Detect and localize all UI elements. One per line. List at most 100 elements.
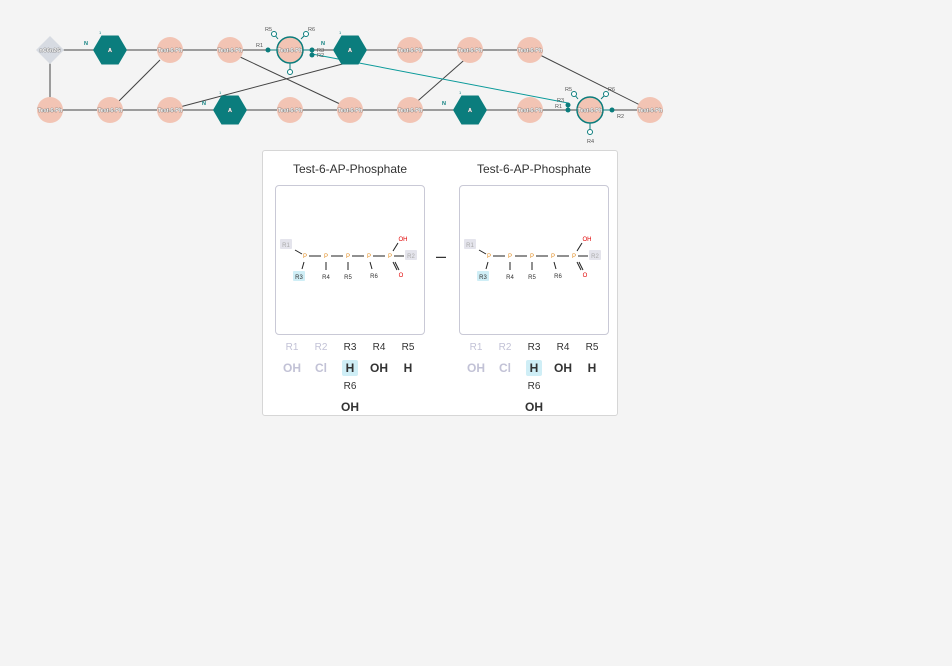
node-label: Test-6-Ph [458, 48, 483, 54]
atom-p: P [324, 254, 328, 260]
r-label: R2 [617, 114, 624, 120]
structure-preview: R1 P P P P P R2 OH O R3 R4 R5 [275, 185, 425, 335]
rgroup-table: R1 OH R2 Cl R3 H R4 OH R5 H R6 OH [459, 341, 609, 416]
node-circle[interactable]: Test-6-Ph [277, 97, 303, 123]
rgroup-cell: R1 OH [467, 342, 485, 375]
node-diamond[interactable]: nC6n2G [36, 36, 64, 64]
hex-index-label: 1 [459, 90, 462, 95]
node-label: Test-6-Ph [158, 108, 183, 114]
node-circle[interactable]: Test-6-Ph [517, 97, 543, 123]
r2-label: R2 [407, 254, 415, 260]
node-circle[interactable]: Test-6-Ph [157, 97, 183, 123]
r4-label: R4 [322, 275, 330, 281]
r-label: R1 [555, 104, 562, 110]
atom-p: P [530, 254, 534, 260]
attachment-point[interactable] [565, 102, 571, 108]
node-circle[interactable]: Test-6-Ph [397, 97, 423, 123]
node-label: Test-6-Ph [278, 48, 303, 54]
monomer-tooltip: Test-6-AP-Phosphate R1 P P P P P R2 OH O [262, 150, 618, 416]
node-label: Test-6-Ph [398, 108, 423, 114]
atom-p: P [551, 254, 555, 260]
rgroup-cell: R3 H [525, 342, 543, 376]
attachment-point[interactable] [603, 91, 609, 97]
link-line [529, 49, 651, 111]
rgroup-cell: R3 H [341, 342, 359, 376]
atom-oh: OH [583, 237, 592, 243]
rgroup-cell: R4 OH [370, 342, 388, 375]
node-label: Test-6-Ph [98, 108, 123, 114]
attachment-point[interactable] [565, 107, 571, 113]
r-label: R2 [317, 53, 324, 59]
node-hexagon[interactable]: A N 1 [321, 30, 367, 65]
node-circle[interactable]: Test-6-Ph [337, 97, 363, 123]
atom-oh: OH [399, 237, 408, 243]
attachment-point[interactable] [609, 107, 615, 113]
r-label: R3 [317, 48, 324, 54]
node-label: Test-6-Ph [158, 48, 183, 54]
rgroup-cell: R5 H [585, 342, 599, 375]
node-label: A [468, 108, 472, 114]
node-circle[interactable]: Test-6-Ph [457, 37, 483, 63]
sequence-canvas[interactable]: nC6n2G A N 1 Test-6-Ph Test-6-Ph R1 R5 R… [0, 0, 952, 150]
atom-p: P [388, 254, 392, 260]
node-circle[interactable]: Test-6-Ph [37, 97, 63, 123]
node-label: Test-6-Ph [338, 108, 363, 114]
r6-label: R6 [554, 274, 562, 280]
link-line [175, 61, 351, 109]
rgroup-cell: R5 H [401, 342, 415, 375]
r6-label: R6 [370, 274, 378, 280]
r-label: R3 [557, 98, 564, 104]
attachment-point[interactable] [287, 69, 293, 75]
r-label: R6 [308, 27, 315, 33]
molecule-structure: R1 P P P P P R2 OH O R3 R4 R5 [464, 237, 601, 281]
r4-label: R4 [506, 275, 514, 281]
attachment-point[interactable] [271, 31, 277, 37]
node-circle[interactable]: Test-6-Ph [157, 37, 183, 63]
attachment-point[interactable] [571, 91, 577, 97]
r1-label: R1 [466, 243, 474, 249]
node-circle[interactable]: Test-6-Ph [397, 37, 423, 63]
node-label: Test-6-Ph [578, 108, 603, 114]
node-hexagon[interactable]: A N 1 [202, 90, 247, 125]
r-label: R4 [587, 139, 594, 145]
atom-o: O [399, 273, 404, 279]
atom-o: O [583, 273, 588, 279]
node-label: A [348, 48, 352, 54]
panel-title: Test-6-AP-Phosphate [292, 162, 408, 176]
node-circle[interactable]: Test-6-Ph [217, 37, 243, 63]
panel-title: Test-6-AP-Phosphate [476, 162, 592, 176]
link-line [237, 55, 341, 105]
link-line [117, 59, 161, 103]
node-circle[interactable]: Test-6-Ph [517, 37, 543, 63]
r1-label: R1 [282, 243, 290, 249]
attachment-point[interactable] [309, 52, 315, 58]
link-n-label: N [84, 41, 88, 47]
atom-p: P [487, 254, 491, 260]
node-label: Test-6-Ph [278, 108, 303, 114]
node-circle[interactable]: Test-6-Ph [97, 97, 123, 123]
link-line [411, 54, 471, 107]
attachment-point[interactable] [587, 129, 593, 135]
node-hexagon[interactable]: A N 1 [442, 90, 487, 125]
r-label: R1 [256, 43, 263, 49]
rgroup-cell: R2 Cl [314, 342, 328, 375]
node-label: Test-6-Ph [218, 48, 243, 54]
node-circle-selected[interactable]: R1 R5 R6 R3 R2 Test-6-Ph [256, 27, 324, 75]
attachment-point[interactable] [265, 47, 271, 53]
rgroup-cell: R6 OH [341, 381, 359, 414]
r3-label: R3 [295, 275, 303, 281]
link-n-label: N [321, 41, 325, 47]
node-label: nC6n2G [39, 48, 60, 54]
node-label: A [108, 48, 112, 54]
attachment-point[interactable] [303, 31, 309, 37]
node-hexagon[interactable]: A N 1 [84, 30, 127, 65]
link-n-label: N [202, 101, 206, 107]
attachment-point[interactable] [309, 47, 315, 53]
node-circle-selected[interactable]: R3 R1 R5 R6 R4 R2 Test-6-Ph [555, 87, 624, 145]
node-label: Test-6-Ph [518, 108, 543, 114]
atom-p: P [508, 254, 512, 260]
r5-label: R5 [528, 275, 536, 281]
link-n-label: N [442, 101, 446, 107]
node-circle[interactable]: Test-6-Ph [637, 97, 663, 123]
atom-p: P [346, 254, 350, 260]
